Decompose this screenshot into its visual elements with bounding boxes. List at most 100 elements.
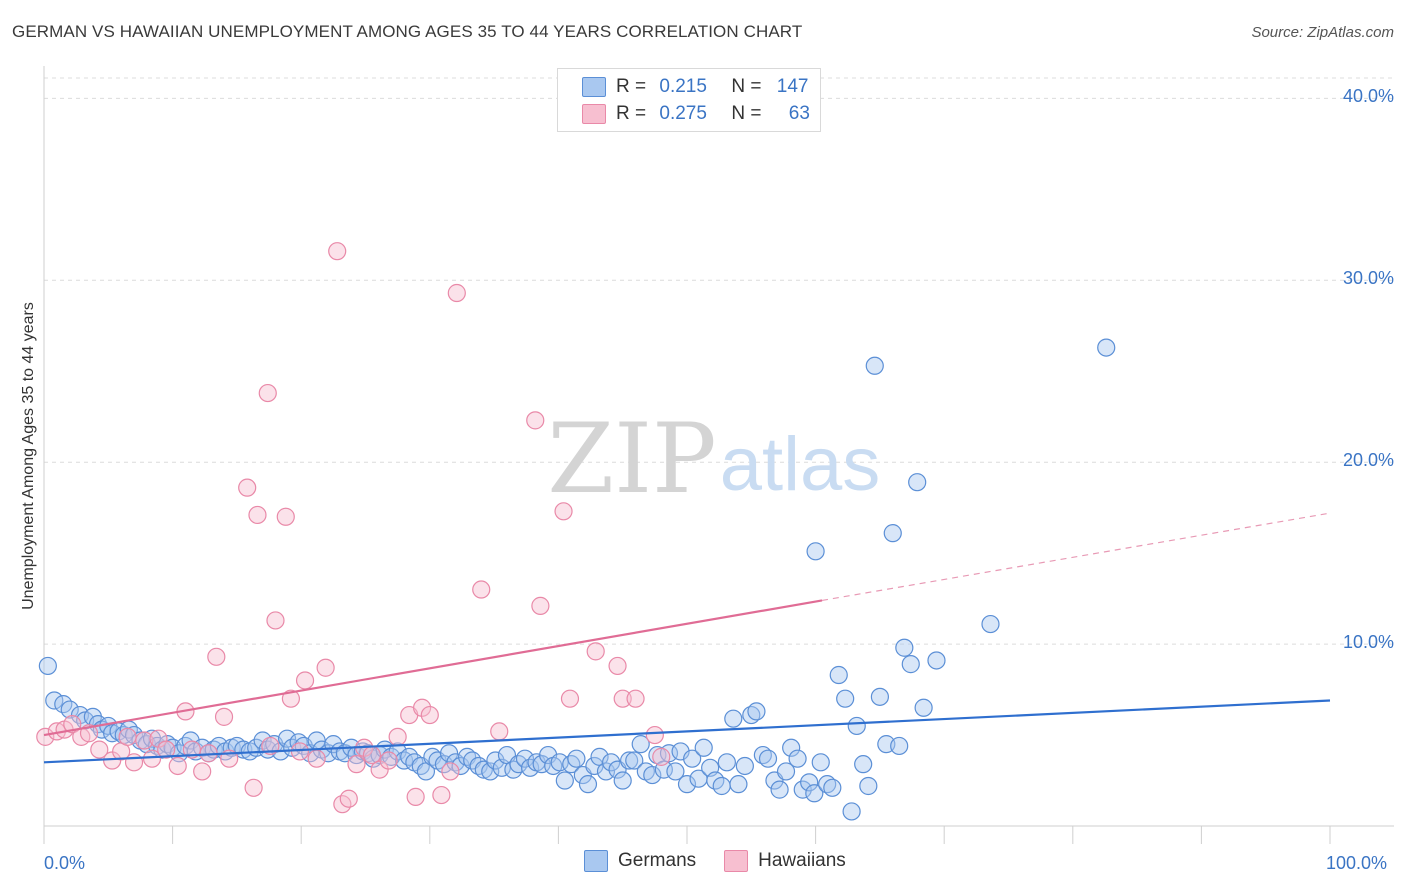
data-point-germans <box>677 775 697 794</box>
data-point-germans <box>562 755 581 774</box>
data-point-germans <box>712 776 731 796</box>
data-point-germans <box>277 729 297 748</box>
data-point-germans <box>747 702 766 721</box>
data-point-hawaiians <box>244 778 263 797</box>
data-point-hawaiians <box>406 787 425 806</box>
series-germans <box>38 338 1116 821</box>
data-point-hawaiians <box>328 242 347 261</box>
data-point-hawaiians <box>626 689 645 708</box>
data-point-germans <box>60 700 79 719</box>
data-point-germans <box>914 698 933 717</box>
data-point-germans <box>717 753 736 772</box>
data-point-germans <box>631 735 650 754</box>
data-point-germans <box>602 753 621 772</box>
data-point-germans <box>578 775 598 794</box>
data-point-germans <box>895 638 914 657</box>
series-layer <box>36 242 1116 821</box>
data-point-hawaiians <box>339 789 358 808</box>
data-point-germans <box>643 765 662 785</box>
data-point-hawaiians <box>207 647 226 666</box>
data-point-germans <box>45 691 64 710</box>
data-point-germans <box>788 749 807 768</box>
data-point-hawaiians <box>157 740 176 759</box>
trend-layer <box>43 512 1331 764</box>
legend-item-germans: Germans <box>584 850 696 872</box>
r-label: R = <box>616 76 647 97</box>
data-point-hawaiians <box>379 751 398 770</box>
data-point-germans <box>805 784 824 803</box>
data-point-germans <box>854 755 873 774</box>
trend-line-hawaiians <box>43 599 823 737</box>
data-point-germans <box>782 738 801 757</box>
n-label: N = <box>731 103 762 124</box>
data-point-germans <box>38 656 57 676</box>
data-point-germans <box>890 736 909 756</box>
data-point-hawaiians <box>613 689 632 708</box>
watermark-zip: ZIP <box>547 403 716 515</box>
legend-label-germans: Germans <box>618 850 697 871</box>
series-hawaiians <box>36 242 671 814</box>
y-tick-label: 40.0% <box>1342 86 1394 107</box>
y-tick-label: 30.0% <box>1342 268 1394 289</box>
r-label: R = <box>616 103 647 124</box>
data-point-hawaiians <box>266 611 285 630</box>
data-point-hawaiians <box>193 762 212 781</box>
data-point-hawaiians <box>608 656 627 676</box>
data-point-hawaiians <box>290 742 310 761</box>
stats-legend: R = 0.215 N = 147 R = 0.275 N = 63 <box>557 68 821 132</box>
data-point-hawaiians <box>248 505 267 525</box>
data-point-hawaiians <box>447 283 466 303</box>
data-point-hawaiians <box>652 747 671 766</box>
axes <box>43 66 1394 844</box>
data-point-germans <box>836 689 855 708</box>
data-point-germans <box>567 749 586 768</box>
data-point-hawaiians <box>36 727 55 746</box>
data-point-germans <box>829 665 848 685</box>
data-point-germans <box>908 473 927 492</box>
n-label: N = <box>731 76 762 97</box>
data-point-germans <box>694 738 713 757</box>
data-point-hawaiians <box>586 642 605 661</box>
data-point-germans <box>683 749 702 768</box>
data-point-germans <box>842 802 861 821</box>
y-tick-label: 20.0% <box>1342 450 1394 471</box>
series-legend: Germans Hawaiians <box>584 850 874 872</box>
x-tick-label-min: 0.0% <box>44 853 86 873</box>
data-point-germans <box>770 780 789 799</box>
data-point-hawaiians <box>388 727 407 746</box>
data-point-hawaiians <box>258 383 277 403</box>
data-point-hawaiians <box>412 698 432 717</box>
data-point-germans <box>486 751 505 770</box>
data-point-hawaiians <box>347 755 366 774</box>
data-point-germans <box>823 778 842 797</box>
n-value: 63 <box>788 103 810 124</box>
r-value: 0.215 <box>659 76 707 97</box>
data-point-germans <box>806 542 825 561</box>
hawaiians-legend-swatch <box>724 850 749 872</box>
data-point-germans <box>439 744 459 763</box>
data-point-germans <box>811 753 830 772</box>
data-point-hawaiians <box>420 705 439 725</box>
data-point-hawaiians <box>281 689 301 708</box>
data-point-germans <box>865 356 884 375</box>
stats-row-hawaiians: R = 0.275 N = 63 <box>582 102 810 126</box>
data-point-germans <box>451 756 470 776</box>
data-point-germans <box>555 771 574 790</box>
data-point-hawaiians <box>526 411 545 430</box>
x-tick-label-max: 100.0% <box>1326 853 1388 873</box>
data-point-germans <box>735 756 754 776</box>
data-point-germans <box>859 776 878 796</box>
n-value: 147 <box>776 76 809 97</box>
data-point-germans <box>776 762 796 781</box>
hawaiians-swatch <box>582 104 606 124</box>
data-point-hawaiians <box>168 756 187 776</box>
data-point-hawaiians <box>295 671 315 690</box>
data-point-hawaiians <box>142 749 162 768</box>
data-point-hawaiians <box>441 762 460 781</box>
trend-line-germans <box>43 699 1331 764</box>
data-point-germans <box>671 742 690 761</box>
data-point-germans <box>666 762 685 781</box>
watermark: ZIP atlas <box>547 403 880 515</box>
data-point-hawaiians <box>118 727 137 746</box>
